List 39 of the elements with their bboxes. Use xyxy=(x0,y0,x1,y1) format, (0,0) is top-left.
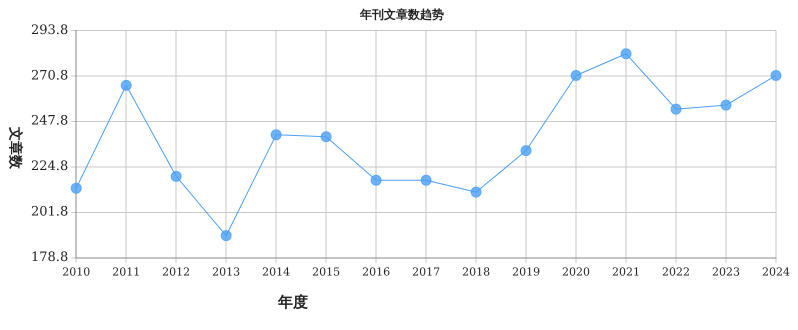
point xyxy=(320,131,332,142)
y-tick-label: 224.8 xyxy=(31,159,68,174)
point xyxy=(770,70,782,81)
chart-title: 年刊文章数趋势 xyxy=(359,7,444,22)
point xyxy=(470,186,482,198)
point xyxy=(620,48,632,60)
x-tick-label: 2019 xyxy=(512,265,540,278)
x-tick-label: 2024 xyxy=(762,265,790,278)
x-tick-label: 2017 xyxy=(412,265,440,278)
x-tick-label: 2018 xyxy=(462,265,490,278)
x-tick-label: 2012 xyxy=(162,265,190,278)
x-tick-label: 2021 xyxy=(612,265,640,278)
x-tick-label: 2013 xyxy=(212,265,240,278)
point xyxy=(420,174,432,186)
point xyxy=(120,80,132,91)
x-tick-label: 2011 xyxy=(112,265,140,278)
x-tick-label: 2022 xyxy=(662,265,690,278)
x-tick-label: 2020 xyxy=(562,265,590,278)
point xyxy=(220,230,232,242)
point xyxy=(570,70,582,81)
y-tick-label: 247.8 xyxy=(31,114,68,129)
x-tick-label: 2016 xyxy=(362,265,390,278)
x-tick-label: 2010 xyxy=(62,265,90,278)
point xyxy=(70,182,82,194)
x-tick-label: 2014 xyxy=(262,265,290,278)
y-tick-label: 201.8 xyxy=(31,204,68,220)
point xyxy=(670,104,682,115)
point xyxy=(170,170,182,182)
x-tick-label: 2015 xyxy=(312,265,340,278)
point xyxy=(720,100,732,111)
point xyxy=(370,174,382,186)
x-tick-label: 2023 xyxy=(712,265,740,278)
y-axis-title: 文章数 xyxy=(6,127,24,169)
y-tick-label: 270.8 xyxy=(31,68,68,84)
x-axis-title: 年度 xyxy=(278,293,308,312)
y-tick-label: 293.8 xyxy=(31,22,68,38)
point xyxy=(270,129,282,140)
point xyxy=(520,145,532,156)
y-tick-label: 178.8 xyxy=(31,250,68,266)
